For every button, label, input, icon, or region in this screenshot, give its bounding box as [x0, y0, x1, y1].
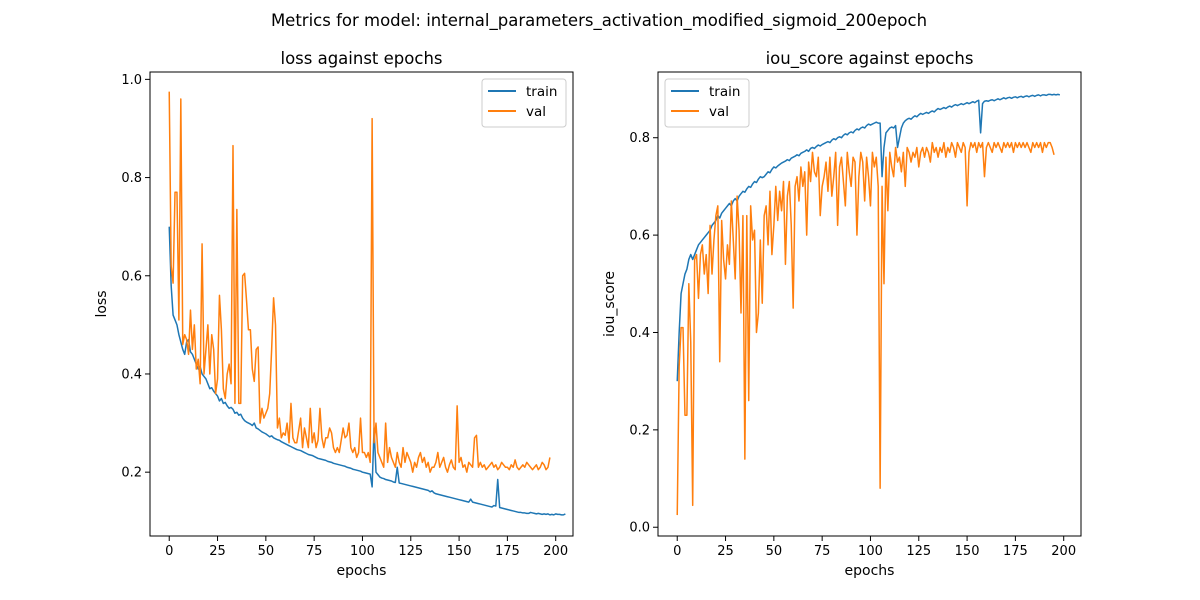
y-tick-label: 0.6 [121, 269, 142, 284]
x-tick-label: 150 [955, 544, 980, 559]
x-tick-label: 50 [258, 544, 275, 559]
x-tick-label: 125 [398, 544, 423, 559]
x-tick-label: 200 [1051, 544, 1076, 559]
series-line-val [676, 141, 1055, 516]
x-tick-label: 125 [906, 544, 931, 559]
y-tick-label: 0.0 [629, 521, 650, 536]
x-tick-label: 0 [673, 544, 681, 559]
y-tick-label: 1.0 [121, 73, 142, 88]
y-tick-label: 0.8 [121, 171, 142, 186]
x-tick-label: 100 [350, 544, 375, 559]
series-line-train [676, 93, 1061, 382]
chart-panels: 0 25 50 75 100 125 150 175 200 0.2 0.4 0.6 0.8 1.0 los… [94, 49, 1082, 579]
legend-label-train: train [526, 84, 557, 100]
x-tick-label: 0 [165, 544, 173, 559]
x-axis-label: epochs [337, 563, 387, 579]
x-tick-label: 75 [814, 544, 831, 559]
x-tick-label: 175 [1003, 544, 1028, 559]
series-line-train [168, 226, 566, 516]
x-tick-label: 50 [766, 544, 783, 559]
chart-title: iou_score against epochs [766, 49, 974, 69]
y-tick-label: 0.2 [121, 466, 142, 481]
legend-label-val: val [526, 104, 546, 120]
series-line-val [168, 91, 551, 473]
x-tick-label: 25 [717, 544, 734, 559]
x-tick-label: 175 [495, 544, 520, 559]
chart-panel-1: 0 25 50 75 100 125 150 175 200 0.0 0.2 0.4 0.6 0.8 iou… [602, 49, 1082, 579]
y-tick-label: 0.4 [629, 326, 650, 341]
y-tick-label: 0.4 [121, 367, 142, 382]
plot-frame [657, 71, 1082, 537]
chart-title: loss against epochs [280, 49, 442, 68]
x-axis-label: epochs [845, 563, 895, 579]
y-tick-label: 0.6 [629, 229, 650, 244]
figure-suptitle: Metrics for model: internal_parameters_a… [271, 11, 927, 31]
plot-frame [149, 71, 574, 537]
legend-label-val: val [709, 104, 729, 120]
x-tick-label: 150 [447, 544, 472, 559]
legend: train val [664, 78, 750, 128]
x-tick-label: 75 [306, 544, 323, 559]
x-tick-label: 200 [543, 544, 568, 559]
x-tick-label: 100 [858, 544, 883, 559]
x-tick-label: 25 [209, 544, 226, 559]
y-axis-label: iou_score [602, 271, 618, 337]
y-tick-label: 0.8 [629, 131, 650, 146]
y-axis-label: loss [94, 290, 110, 317]
y-tick-label: 0.2 [629, 423, 650, 438]
chart-panel-0: 0 25 50 75 100 125 150 175 200 0.2 0.4 0.6 0.8 1.0 los… [94, 49, 574, 579]
legend-label-train: train [709, 84, 740, 100]
legend: train val [481, 78, 567, 128]
